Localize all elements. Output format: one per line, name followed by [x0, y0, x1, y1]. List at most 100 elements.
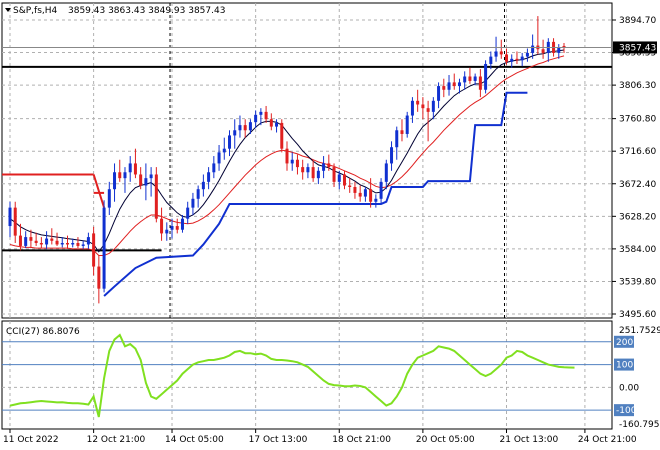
candlestick[interactable] [186, 201, 190, 224]
candlestick[interactable] [379, 178, 383, 204]
candlestick[interactable] [541, 39, 545, 59]
candlestick[interactable] [525, 48, 529, 62]
candlestick[interactable] [316, 167, 320, 185]
candlestick[interactable] [175, 218, 179, 234]
candlestick[interactable] [358, 185, 362, 202]
candlestick[interactable] [233, 119, 237, 149]
candlestick[interactable] [295, 154, 299, 175]
candlestick[interactable] [332, 163, 336, 188]
menu-triangle-icon[interactable] [5, 8, 11, 12]
candlestick[interactable] [374, 194, 378, 208]
candlestick[interactable] [34, 232, 38, 246]
candlestick[interactable] [457, 78, 461, 94]
candlestick[interactable] [201, 174, 205, 197]
candlestick[interactable] [149, 167, 153, 197]
candlestick[interactable] [405, 111, 409, 138]
candlestick[interactable] [144, 163, 148, 201]
candlestick[interactable] [55, 232, 59, 246]
candlestick[interactable] [442, 78, 446, 98]
candlestick[interactable] [123, 167, 127, 193]
candlestick[interactable] [222, 137, 226, 160]
candlestick[interactable] [468, 67, 472, 84]
candlestick[interactable] [180, 214, 184, 233]
candlestick[interactable] [39, 237, 43, 249]
candlestick[interactable] [421, 97, 425, 120]
candlestick[interactable] [557, 44, 561, 59]
candlestick[interactable] [280, 119, 284, 153]
candlestick[interactable] [505, 48, 509, 65]
candlestick[interactable] [285, 141, 289, 171]
candlestick[interactable] [18, 223, 22, 251]
candlestick[interactable] [254, 110, 258, 129]
candlestick[interactable] [275, 119, 279, 133]
candlestick[interactable] [154, 167, 158, 223]
candlestick[interactable] [24, 231, 28, 249]
candlestick[interactable] [243, 119, 247, 138]
candlestick[interactable] [390, 141, 394, 171]
candlestick[interactable] [139, 167, 143, 190]
candlestick[interactable] [102, 200, 106, 293]
candlestick[interactable] [494, 36, 498, 62]
candlestick[interactable] [478, 69, 482, 98]
candlestick[interactable] [228, 130, 232, 157]
candlestick[interactable] [416, 89, 420, 112]
candlestick[interactable] [238, 115, 242, 138]
candlestick[interactable] [86, 232, 90, 249]
candlestick[interactable] [92, 226, 96, 276]
candlestick[interactable] [322, 156, 326, 179]
price-panel[interactable]: 3894.70 3850.55 3806.30 3760.80 3716.60 3672.… [1, 2, 660, 429]
candlestick[interactable] [71, 238, 75, 248]
candlestick[interactable] [353, 181, 357, 199]
candlestick[interactable] [369, 178, 373, 208]
candlestick[interactable] [531, 34, 535, 59]
candlestick[interactable] [489, 51, 493, 70]
candlestick[interactable] [473, 73, 477, 86]
candlestick[interactable] [327, 154, 331, 171]
candlestick[interactable] [452, 73, 456, 90]
candlestick[interactable] [133, 148, 137, 179]
candlestick[interactable] [264, 105, 268, 123]
candlestick[interactable] [510, 54, 514, 68]
candlestick[interactable] [60, 237, 64, 248]
candlestick[interactable] [437, 82, 441, 109]
candlestick[interactable] [217, 145, 221, 171]
candlestick[interactable] [13, 201, 17, 243]
candlestick[interactable] [45, 231, 49, 249]
candlestick[interactable] [65, 235, 69, 249]
candlestick[interactable] [562, 43, 566, 53]
candlestick[interactable] [8, 201, 12, 238]
candlestick[interactable] [301, 159, 305, 180]
candlestick[interactable] [212, 156, 216, 179]
candlestick[interactable] [306, 163, 310, 179]
candlestick[interactable] [113, 163, 117, 202]
candlestick[interactable] [410, 97, 414, 123]
candlestick[interactable] [170, 218, 174, 239]
candlestick[interactable] [499, 39, 503, 59]
candlestick[interactable] [118, 159, 122, 182]
candlestick[interactable] [311, 159, 315, 182]
candlestick[interactable] [50, 228, 54, 245]
candlestick[interactable] [337, 170, 341, 190]
candlestick[interactable] [191, 192, 195, 215]
candlestick[interactable] [76, 237, 80, 249]
candlestick[interactable] [259, 108, 263, 126]
candlestick[interactable] [97, 255, 101, 304]
candlestick[interactable] [515, 51, 519, 64]
candlestick[interactable] [207, 167, 211, 190]
candlestick[interactable] [426, 100, 430, 142]
candlestick[interactable] [384, 159, 388, 190]
candlestick[interactable] [165, 222, 169, 241]
candlestick[interactable] [107, 181, 111, 215]
candlestick[interactable] [248, 119, 252, 134]
candlestick[interactable] [520, 52, 524, 67]
candlestick[interactable] [431, 97, 435, 120]
candlestick[interactable] [395, 126, 399, 160]
candlestick[interactable] [290, 152, 294, 171]
candlestick[interactable] [363, 187, 367, 202]
candlestick[interactable] [484, 60, 488, 94]
candlestick[interactable] [400, 119, 404, 142]
candlestick[interactable] [463, 71, 467, 90]
candlestick[interactable] [342, 170, 346, 190]
cci-panel[interactable]: 251.7529 200 100 0.00 -100 -160.7959 [1, 320, 660, 430]
